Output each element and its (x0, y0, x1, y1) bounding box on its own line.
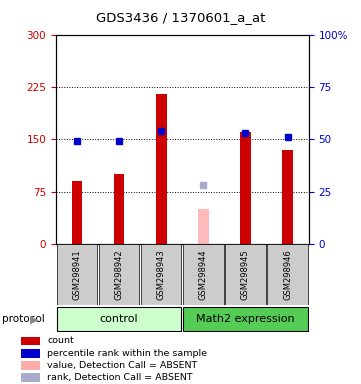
Bar (72, 181, 82, 244)
Bar (57, 307, 182, 331)
Bar (156, 94, 166, 244)
Text: rank, Detection Call = ABSENT: rank, Detection Call = ABSENT (47, 373, 193, 382)
Bar (240, 132, 251, 244)
Bar (22, 349, 40, 358)
Text: protocol: protocol (2, 314, 44, 324)
Bar (99, 245, 139, 305)
Bar (22, 361, 40, 370)
Text: GSM298946: GSM298946 (283, 249, 292, 300)
Text: ▶: ▶ (30, 314, 38, 324)
Text: GDS3436 / 1370601_a_at: GDS3436 / 1370601_a_at (96, 11, 265, 24)
Text: Math2 expression: Math2 expression (196, 314, 295, 324)
Text: count: count (47, 336, 74, 346)
Text: GSM298942: GSM298942 (115, 249, 123, 300)
Bar (198, 209, 209, 244)
Bar (22, 373, 40, 382)
Bar (141, 245, 182, 305)
Bar (183, 245, 223, 305)
Text: GSM298941: GSM298941 (73, 249, 82, 300)
Bar (114, 174, 125, 244)
Text: GSM298943: GSM298943 (157, 249, 166, 300)
Bar (225, 245, 266, 305)
Text: control: control (100, 314, 138, 324)
Bar (22, 336, 40, 346)
Text: percentile rank within the sample: percentile rank within the sample (47, 349, 207, 358)
Text: GSM298944: GSM298944 (199, 249, 208, 300)
Bar (268, 245, 308, 305)
Bar (282, 150, 293, 244)
Text: value, Detection Call = ABSENT: value, Detection Call = ABSENT (47, 361, 197, 370)
Bar (183, 307, 308, 331)
Bar (57, 245, 97, 305)
Text: GSM298945: GSM298945 (241, 249, 250, 300)
